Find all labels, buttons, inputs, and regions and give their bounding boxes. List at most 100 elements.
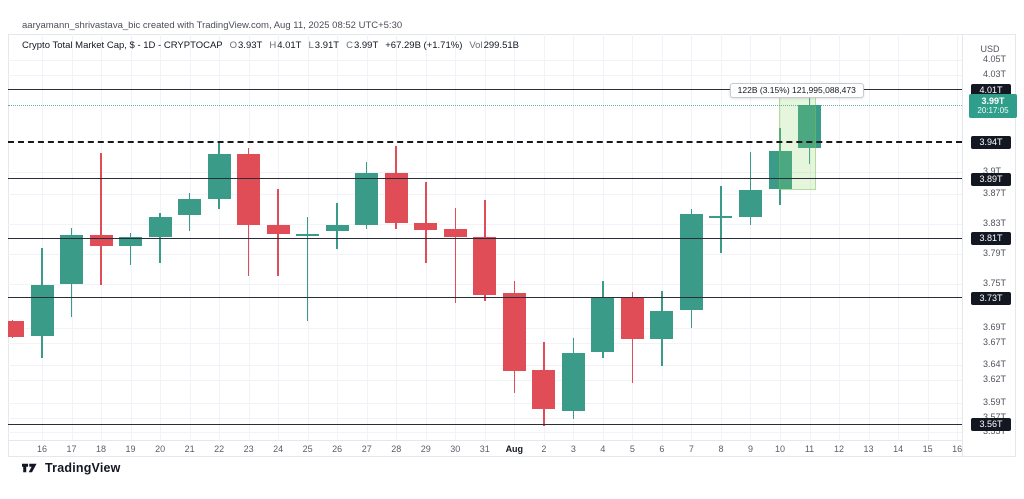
candle-body [650,311,674,340]
grid-line-horizontal [8,343,962,345]
grid-line-vertical [189,34,191,440]
candle-body [384,173,408,224]
candle-wick [159,212,161,263]
candle-body [148,216,172,238]
time-axis-label: 30 [450,444,461,454]
candle-wick [306,216,309,321]
grid-line-vertical [42,34,43,440]
candle-body [768,151,792,189]
measurement-label: 122B (3.15%) 121,995,088,473 [729,82,864,98]
price-line-label: 3.89T [971,172,1011,186]
time-axis-label: 25 [302,444,313,454]
time-axis-label: 26 [332,444,343,454]
candle-body [355,173,379,225]
grid-line-vertical [514,34,516,440]
tradingview-logo-text: TradingView [45,461,121,475]
candle-body [237,154,261,226]
price-axis-tick: 3.59T [983,396,1007,407]
grid-line-horizontal [8,365,962,367]
price-axis[interactable]: USD 4.05T 4.03T 3.9T 3.87T 3.83T 3.79T 3.75T 3.… [962,34,1024,457]
grid-line-horizontal [8,432,962,434]
price-axis-tick: 4.05T [983,54,1007,65]
grid-line-horizontal [8,328,962,330]
candle-body [296,233,320,236]
time-axis-label: 5 [629,444,635,454]
time-axis-label: 18 [96,444,107,454]
candle-body [119,237,143,247]
time-axis-label: 21 [184,444,195,454]
time-axis-label: 15 [922,444,933,454]
candle-body [178,199,202,216]
grid-line-vertical [809,34,811,440]
price-axis-tick: 3.87T [983,188,1007,199]
candle-body [89,235,113,247]
candle-body [8,320,24,338]
symbol-legend: Crypto Total Market Cap, $ - 1D - CRYPTO… [22,40,519,51]
candle-wick [100,153,102,286]
time-axis[interactable]: 16 17 18 19 20 21 22 23 24 25 26 27 28 29 30 31 Aug 2 3 4 5 6… [8,440,962,458]
grid-line-vertical [957,34,959,440]
time-axis-label: 27 [361,444,372,454]
candle-body [60,235,84,284]
price-line [8,89,962,90]
grid-line-vertical [602,34,604,440]
candle-body [591,297,615,353]
candle-body [561,352,585,411]
volume-label: Vol [469,40,483,51]
price-axis-tick: 3.64T [983,359,1007,370]
grid-line-horizontal [8,380,962,382]
time-axis-label: 11 [804,444,815,454]
time-axis-label: 3 [570,444,576,454]
time-axis-label: 7 [688,444,694,454]
candle-body [473,237,497,295]
price-axis-unit: USD [980,44,1000,54]
candle-body [532,369,556,409]
current-price-label: 3.99T 20:17:05 [969,93,1017,118]
grid-line-vertical [396,34,398,440]
time-axis-label: Aug [505,444,524,454]
symbol-title[interactable]: Crypto Total Market Cap, $ - 1D - CRYPTO… [22,40,223,51]
time-axis-label: 29 [420,444,431,454]
ohlc-close: C 3.99T [346,40,378,51]
candle-body [414,222,438,230]
price-line [8,141,962,144]
candle-body [738,190,762,218]
time-axis-label: 23 [243,444,254,454]
grid-line-horizontal [8,402,962,404]
time-axis-label: 16 [36,444,48,454]
grid-line-horizontal [8,75,962,77]
price-line [8,297,962,299]
time-axis-label: 14 [893,444,904,454]
price-line [8,178,962,180]
candle-wick [749,151,752,225]
volume: Vol 299.51B [469,40,519,51]
time-axis-label: 10 [774,444,786,454]
price-axis-tick: 3.69T [983,322,1007,333]
price-line-label: 3.73T [971,291,1011,305]
change-value: +67.29B (+1.71%) [385,40,463,51]
current-price-value: 3.99T [981,95,1005,106]
time-axis-label: 17 [66,444,77,454]
time-axis-label: 16 [952,444,963,454]
grid-line-vertical [543,34,545,440]
candle-body [443,229,467,237]
time-axis-label: 31 [479,444,490,454]
candle-wick [454,207,457,303]
time-axis-label: 2 [541,444,547,454]
time-axis-label: 9 [747,444,753,454]
price-axis-tick: 3.57T [983,411,1007,422]
grid-line-vertical [898,34,900,440]
price-axis-tick: 3.75T [983,277,1007,288]
time-axis-label: 6 [659,444,665,454]
candle-wick [425,182,427,263]
price-line-label: 3.56T [971,418,1011,432]
price-axis-tick: 3.62T [983,374,1007,385]
price-axis-tick: 3.9T [983,165,1002,176]
candle-wick [720,186,722,253]
price-axis-tick: 3.83T [983,217,1007,228]
grid-line-vertical [632,34,634,440]
tradingview-logo[interactable]: TradingView [22,461,121,475]
candle-body [620,297,644,340]
chart-plot-area[interactable]: Crypto Total Market Cap, $ - 1D - CRYPTO… [8,34,962,440]
